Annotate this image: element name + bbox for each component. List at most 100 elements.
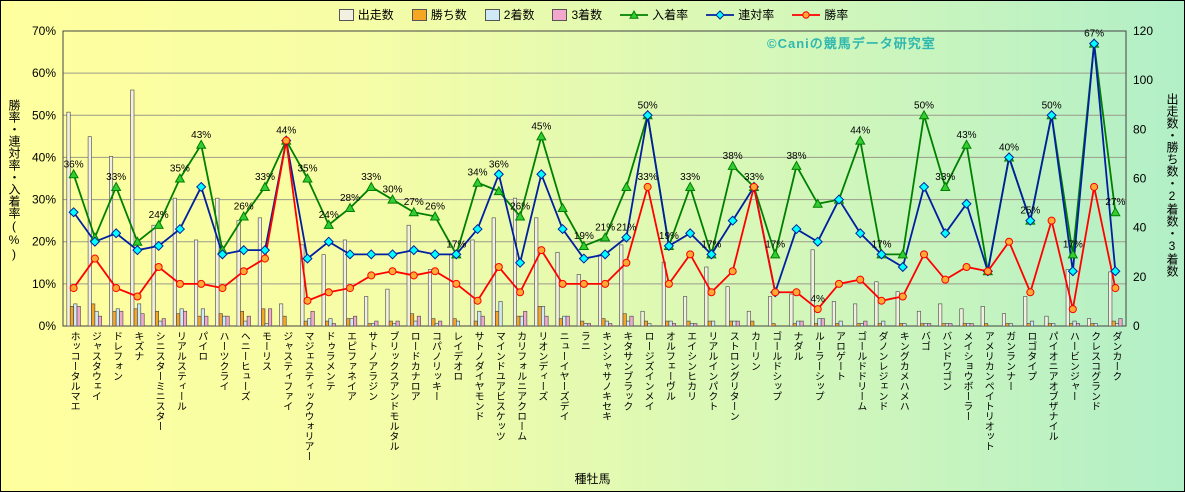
- bar-3着数: [140, 313, 145, 327]
- bar-勝ち数: [495, 310, 500, 327]
- bar-勝ち数: [261, 308, 266, 327]
- bar-3着数: [353, 315, 358, 327]
- bar-2着数: [668, 320, 673, 327]
- bar-3着数: [331, 323, 336, 327]
- bar-3着数: [927, 323, 932, 327]
- data-label: 17%: [446, 239, 466, 250]
- marker-入着率: [429, 210, 441, 221]
- data-label: 36%: [64, 159, 84, 170]
- marker-勝率: [133, 292, 142, 301]
- marker-入着率: [812, 198, 823, 208]
- bar-2着数: [1072, 320, 1077, 327]
- data-label: 25%: [1020, 206, 1040, 217]
- bar-勝ち数: [473, 320, 478, 327]
- bar-出走数: [704, 266, 709, 327]
- x-axis-label: アロゲート: [833, 331, 845, 381]
- bar-2着数: [817, 318, 822, 327]
- marker-勝率: [175, 279, 184, 288]
- bar-勝ち数: [1090, 323, 1095, 327]
- x-axis-label: パイロ: [195, 331, 207, 361]
- bar-3着数: [480, 315, 485, 327]
- marker-連対率: [387, 249, 398, 260]
- data-label: 27%: [1105, 197, 1125, 208]
- bar-2着数: [944, 323, 949, 327]
- bar-2着数: [604, 320, 609, 327]
- marker-勝率: [69, 284, 78, 293]
- marker-入着率: [323, 219, 334, 229]
- marker-連対率: [642, 110, 653, 121]
- line-勝率: [72, 140, 1117, 311]
- bar-勝ち数: [1005, 323, 1010, 327]
- marker-入着率: [387, 194, 398, 204]
- bar-出走数: [300, 244, 305, 327]
- right-tick-label: 20: [1133, 270, 1147, 284]
- bar-2着数: [349, 318, 354, 327]
- bar-出走数: [874, 281, 879, 327]
- left-tick-label: 50%: [32, 108, 56, 122]
- right-tick-label: 40: [1133, 221, 1147, 235]
- right-tick-label: 100: [1133, 73, 1153, 87]
- marker-勝率: [431, 267, 440, 276]
- marker-入着率: [110, 181, 122, 191]
- data-label: 43%: [957, 130, 977, 141]
- bar-2着数: [881, 320, 886, 327]
- bar-2着数: [456, 320, 461, 327]
- data-label: 21%: [595, 223, 615, 234]
- bar-勝ち数: [1111, 320, 1116, 327]
- marker-勝率: [1026, 288, 1035, 297]
- marker-入着率: [493, 185, 505, 196]
- bar-勝ち数: [814, 323, 819, 327]
- marker-入着率: [578, 240, 590, 250]
- x-axis-title: 種牡馬: [574, 472, 611, 486]
- marker-入着率: [259, 181, 271, 191]
- x-axis-label: リアルインパクト: [705, 331, 717, 411]
- bar-3着数: [693, 323, 698, 327]
- bar-勝ち数: [984, 323, 989, 327]
- marker-勝率: [834, 279, 844, 288]
- bar-3着数: [204, 315, 209, 327]
- bar-3着数: [544, 315, 549, 327]
- bar-勝ち数: [835, 323, 840, 327]
- bar-3着数: [863, 320, 868, 327]
- bar-出走数: [959, 308, 964, 327]
- bar-出走数: [598, 254, 603, 327]
- bar-2着数: [307, 318, 312, 327]
- x-axis-label: バゴ: [918, 331, 930, 351]
- marker-勝率: [643, 182, 652, 191]
- marker-連対率: [429, 249, 441, 260]
- watermark: ©Caniの競馬データ研究室: [767, 36, 936, 51]
- data-label: 28%: [340, 193, 360, 204]
- marker-勝率: [792, 288, 801, 297]
- bar-出走数: [980, 306, 985, 327]
- x-axis-label: ゴールドドリーム: [854, 331, 866, 411]
- data-label: 35%: [297, 164, 317, 175]
- x-axis-label: ラニ: [578, 331, 590, 351]
- marker-勝率: [664, 279, 673, 288]
- marker-連対率: [1110, 266, 1121, 277]
- bar-2着数: [434, 323, 439, 327]
- bar-出走数: [938, 303, 943, 327]
- x-axis-label: キングカメハメハ: [897, 331, 909, 411]
- marker-連対率: [1025, 215, 1036, 226]
- plot-border: [62, 30, 1127, 327]
- marker-連対率: [323, 236, 334, 247]
- bar-2着数: [498, 301, 503, 327]
- marker-勝率: [877, 296, 886, 305]
- legend-item-出走数: 出走数: [338, 6, 394, 23]
- marker-連対率: [174, 223, 186, 235]
- data-label: 33%: [680, 172, 700, 183]
- marker-連対率: [855, 228, 866, 239]
- legend-line-glyph: [792, 10, 821, 19]
- x-axis-label: ジャスティファイ: [280, 331, 292, 411]
- bar-出走数: [449, 254, 454, 327]
- legend-label: 連対率: [738, 8, 775, 22]
- marker-入着率: [727, 160, 738, 170]
- bar-3着数: [969, 323, 974, 327]
- marker-勝率: [920, 250, 929, 259]
- bar-3着数: [225, 315, 230, 327]
- legend-item-勝ち数: 勝ち数: [411, 6, 467, 23]
- marker-連対率: [621, 232, 632, 243]
- marker-入着率: [855, 135, 866, 145]
- bar-勝ち数: [601, 318, 606, 327]
